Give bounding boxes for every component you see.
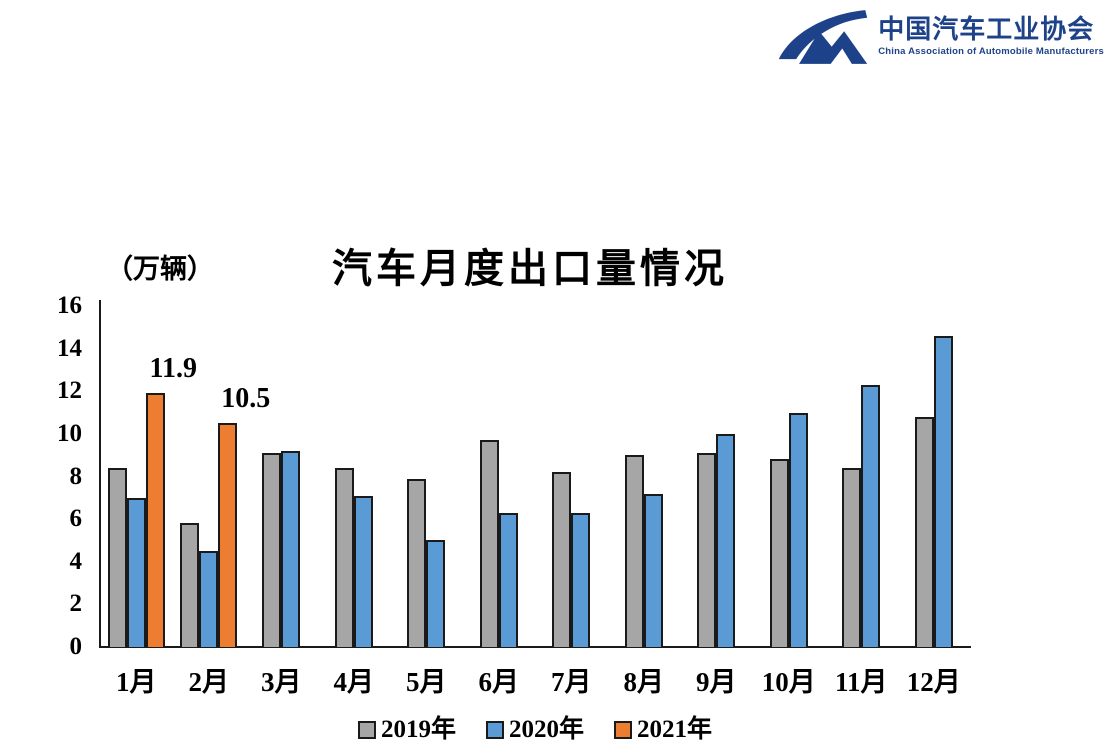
x-label-1月: 1月 [116,667,157,697]
x-label-5月: 5月 [406,667,447,697]
bar-2020年-8月 [643,493,663,647]
bar-2019年-9月 [697,453,717,647]
org-name-zh: 中国汽车工业协会 [878,14,1095,44]
bar-2020年-3月 [281,450,301,647]
bar-2020年-5月 [426,540,446,647]
y-axis-line [99,300,101,648]
org-name-en: China Association of Automobile Manufact… [878,46,1104,57]
bar-2019年-3月 [262,453,282,647]
x-label-8月: 8月 [623,667,665,697]
legend-item-2020年: 2020年 [485,716,584,744]
x-label-3月: 3月 [261,667,302,697]
y-tick-16: 16 [57,292,82,319]
bar-2019年-11月 [842,467,862,647]
x-label-4月: 4月 [333,667,375,697]
y-tick-14: 14 [57,334,82,362]
legend-swatch-icon [614,721,632,739]
bar-2020年-7月 [571,512,591,647]
bar-2019年-10月 [769,459,789,647]
bar-2021年-1月 [145,393,165,647]
x-label-10月: 10月 [761,667,816,697]
bar-2019年-1月 [107,467,127,647]
y-tick-4: 4 [69,547,83,575]
y-tick-2: 2 [69,590,83,618]
bar-2019年-7月 [552,472,572,647]
bar-2019年-8月 [624,455,644,647]
bar-2020年-9月 [716,433,736,647]
chart-title: 汽车月度出口量情况 [332,246,728,291]
caam-logo-icon [779,10,868,64]
x-label-2月: 2月 [188,667,230,697]
x-label-12月: 12月 [906,667,961,697]
data-label-2021年-1月: 11.9 [149,353,197,385]
bar-2020年-2月 [199,551,219,647]
y-tick-0: 0 [69,633,83,660]
y-tick-6: 6 [69,505,83,533]
bar-2019年-6月 [479,440,499,647]
x-label-9月: 9月 [696,667,737,697]
y-tick-8: 8 [69,462,83,490]
legend-swatch-icon [357,721,376,739]
y-tick-10: 10 [57,419,82,447]
y-axis-unit-label: （万辆） [106,254,214,284]
x-label-6月: 6月 [478,667,520,697]
bar-2020年-6月 [498,512,518,647]
bar-2021年-2月 [218,423,238,647]
legend-label: 2019年 [380,716,456,743]
x-label-11月: 11月 [834,667,888,697]
legend-label: 2020年 [508,716,584,743]
chart-legend: 2019年 2020年 2021年 [100,716,970,744]
legend-item-2019年: 2019年 [357,716,456,744]
org-name-block: 中国汽车工业协会 China Association of Automobile… [878,14,1104,58]
bar-2019年-12月 [914,416,934,647]
bar-2020年-12月 [933,335,953,647]
bar-2020年-10月 [788,412,808,647]
data-label-2021年-2月: 10.5 [221,383,271,415]
y-tick-12: 12 [57,377,82,405]
bar-2020年-4月 [353,495,373,647]
bar-2019年-5月 [407,478,427,647]
org-logo: 中国汽车工业协会 China Association of Automobile… [776,8,1104,66]
x-axis-line [99,646,971,648]
bar-2020年-11月 [861,384,881,647]
bar-2019年-4月 [334,467,354,647]
legend-swatch-icon [485,721,504,739]
legend-item-2021年: 2021年 [614,716,712,744]
x-label-7月: 7月 [551,667,592,697]
legend-label: 2021年 [637,716,713,743]
bar-2019年-2月 [180,523,200,647]
bar-2020年-1月 [126,497,146,647]
